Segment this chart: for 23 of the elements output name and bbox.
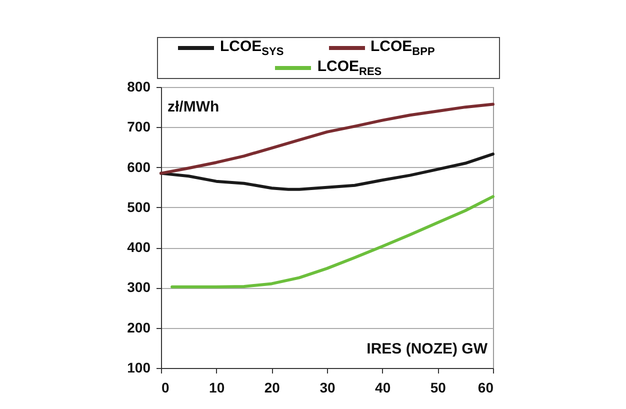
y-tick-label: 300 xyxy=(127,279,151,296)
legend-label: LCOE$_{SYS}$ xyxy=(220,38,284,58)
legend-label: LCOE$_{BPP}$ xyxy=(370,38,435,58)
x-tick-label: 20 xyxy=(264,380,280,396)
line-series xyxy=(160,102,494,175)
line-series xyxy=(170,195,494,288)
y-tick-label: 200 xyxy=(127,319,151,336)
x-axis-title: IRES (NOZE) GW xyxy=(366,340,488,358)
y-tick-label: 800 xyxy=(127,78,151,94)
x-tick-label: 10 xyxy=(209,380,225,396)
y-tick-label: 600 xyxy=(127,158,151,175)
y-tick-label: 500 xyxy=(127,198,151,215)
y-axis-title: zł/MWh xyxy=(168,98,220,116)
x-tick-label: 30 xyxy=(320,380,336,396)
y-tick-label: 400 xyxy=(127,239,151,256)
x-tick-label: 50 xyxy=(430,380,446,396)
x-tick-label: 0 xyxy=(162,380,170,396)
x-tick-label: 40 xyxy=(375,380,391,396)
line-series xyxy=(160,152,494,191)
y-tick-label: 700 xyxy=(127,118,151,135)
x-tick-label: 60 xyxy=(478,380,494,396)
y-tick-label: 100 xyxy=(127,360,151,376)
legend-label: LCOE$_{RES}$ xyxy=(317,58,382,78)
